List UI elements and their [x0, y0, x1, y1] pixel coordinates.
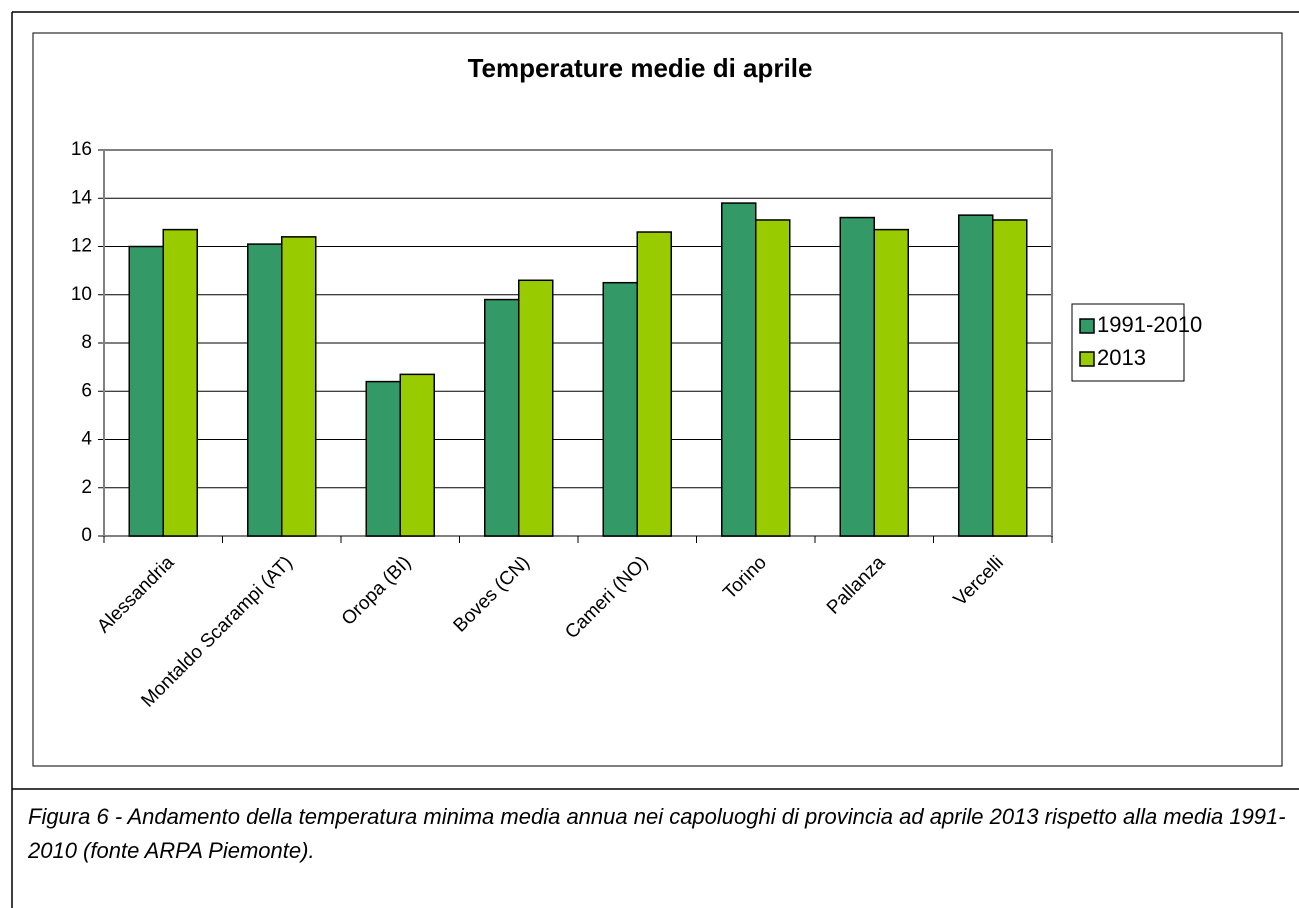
bar [162, 228, 198, 537]
legend-box [1071, 303, 1185, 382]
bar [247, 243, 283, 537]
y-tick-label: 16 [71, 139, 92, 160]
y-tick-label: 2 [81, 477, 92, 498]
y-tick-label: 14 [71, 187, 93, 208]
y-tick-label: 8 [81, 332, 92, 353]
bar [636, 231, 672, 537]
y-tick-label: 10 [71, 284, 92, 305]
bar [992, 219, 1028, 537]
bar [365, 380, 401, 537]
chart-title: Temperature medie di aprile [468, 53, 813, 83]
bar [755, 219, 791, 537]
bar [873, 228, 909, 537]
y-tick-label: 6 [81, 380, 92, 401]
bar [602, 281, 638, 537]
bar [399, 373, 435, 537]
bar [839, 216, 875, 537]
caption: Figura 6 - Andamento della temperatura m… [28, 804, 1286, 863]
y-tick-label: 4 [81, 429, 92, 450]
y-tick-label: 0 [81, 525, 92, 546]
legend-label: 1991-2010 [1097, 312, 1202, 337]
y-tick-label: 12 [71, 236, 92, 257]
legend-swatch [1079, 351, 1095, 367]
bar [721, 202, 757, 537]
bar [958, 214, 994, 537]
legend-swatch [1079, 318, 1095, 334]
bar [484, 298, 520, 537]
bar [518, 279, 554, 537]
bar [128, 245, 164, 537]
bar [281, 236, 317, 537]
legend-label: 2013 [1097, 345, 1146, 370]
